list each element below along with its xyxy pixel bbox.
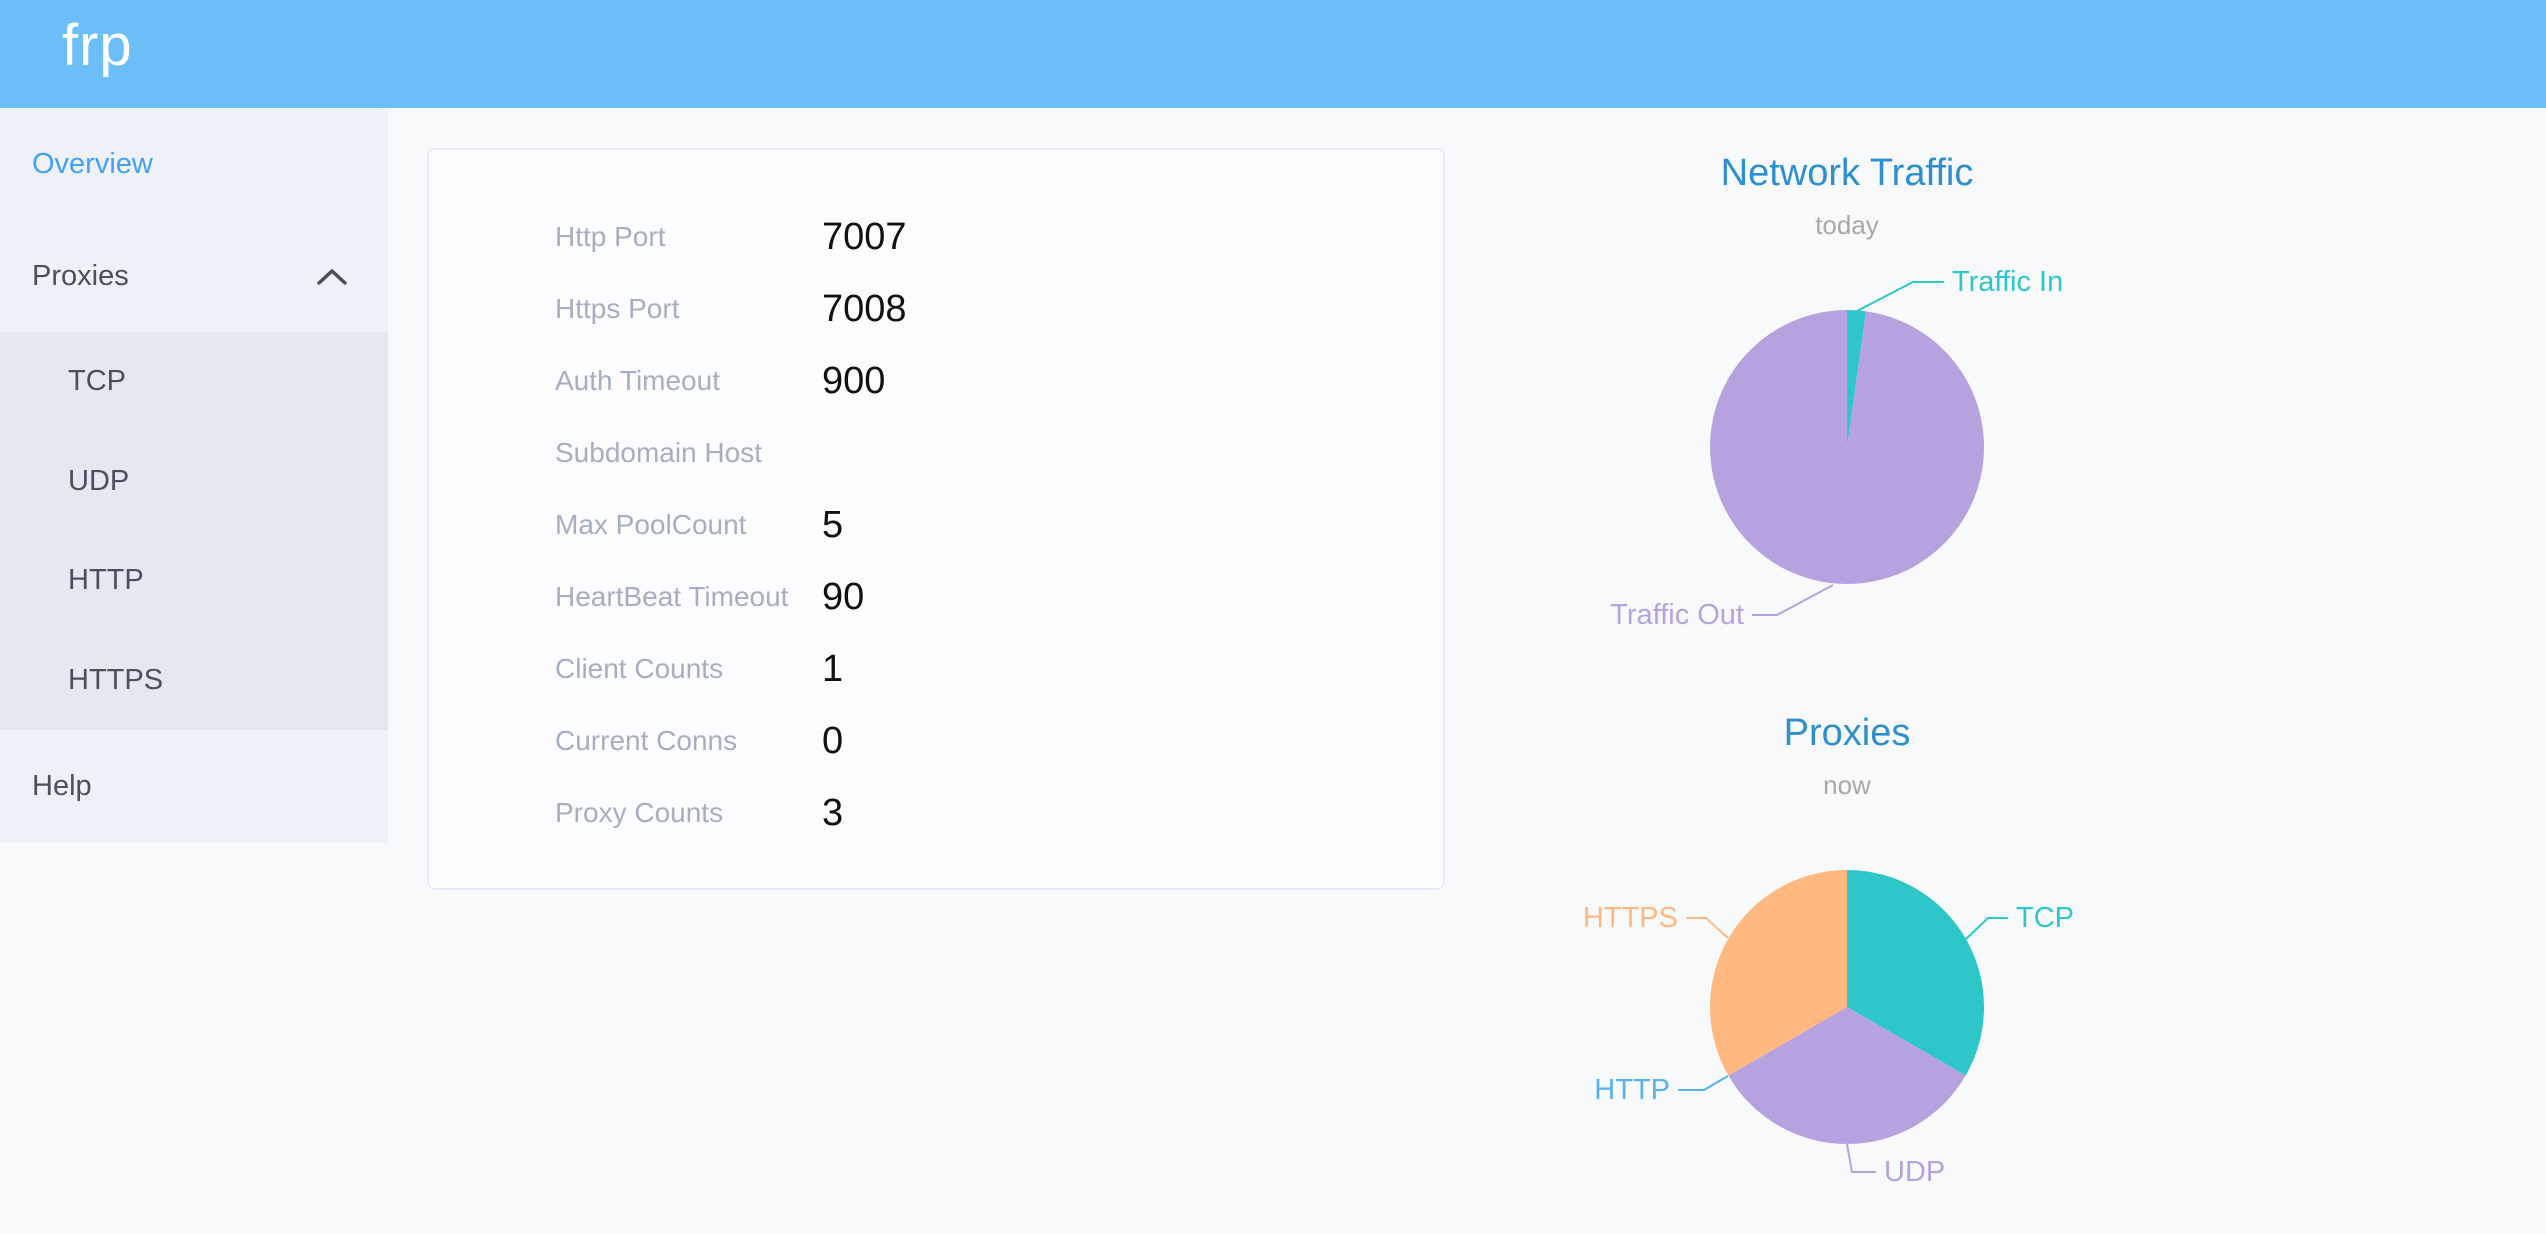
sidebar-item-udp[interactable]: UDP xyxy=(0,432,388,532)
pie-label-https: HTTPS xyxy=(1583,902,1678,934)
sidebar-item-tcp-label: TCP xyxy=(68,365,126,398)
pie-slice-traffic-in[interactable] xyxy=(1847,310,1867,447)
pie-label-traffic-in: Traffic In xyxy=(1952,266,2063,298)
proxies-submenu: TCP UDP HTTP HTTPS xyxy=(0,332,388,730)
app-header: frp xyxy=(0,0,2546,108)
sidebar-item-help-label: Help xyxy=(32,770,92,802)
chart-title: Network Traffic xyxy=(1720,152,1974,194)
sidebar-item-http-label: HTTP xyxy=(68,564,144,597)
pie-label-traffic-out: Traffic Out xyxy=(1610,599,1744,631)
pie-slice-traffic-out[interactable] xyxy=(1710,310,1985,584)
row-value: 1 xyxy=(822,647,844,690)
row-label: Http Port xyxy=(555,221,666,252)
server-info-card: Http Port 7007 Https Port 7008 Auth Time… xyxy=(427,148,1445,890)
pie-label-tcp: TCP xyxy=(2016,902,2074,934)
row-label: Proxy Counts xyxy=(555,797,724,828)
table-row: Current Conns 0 xyxy=(429,705,1443,777)
chart-title: Proxies xyxy=(1783,712,1911,754)
row-label: Max PoolCount xyxy=(555,509,747,540)
app-logo: frp xyxy=(62,13,133,78)
table-row: Https Port 7008 xyxy=(429,273,1443,345)
sidebar-item-http[interactable]: HTTP xyxy=(0,531,388,631)
row-label: HeartBeat Timeout xyxy=(555,581,789,612)
row-value: 0 xyxy=(822,719,844,762)
pie-label-udp: UDP xyxy=(1884,1156,1945,1188)
table-row: Max PoolCount 5 xyxy=(429,489,1443,561)
table-row: Http Port 7007 xyxy=(429,201,1443,273)
row-label: Current Conns xyxy=(555,725,738,756)
chart-subtitle: now xyxy=(1823,770,1871,800)
row-label: Subdomain Host xyxy=(555,437,763,468)
sidebar-item-https-label: HTTPS xyxy=(68,663,164,696)
proxies-chart: Proxies now TCP HTTPS HTTP UDP xyxy=(1547,710,2147,1234)
row-label: Https Port xyxy=(555,293,680,324)
sidebar-item-overview[interactable]: Overview xyxy=(0,108,388,220)
table-row: Subdomain Host xyxy=(429,417,1443,489)
sidebar-item-proxies-label: Proxies xyxy=(32,259,129,292)
table-row: Client Counts 1 xyxy=(429,633,1443,705)
sidebar: Overview Proxies TCP UDP HTTP HTTPS Help xyxy=(0,108,388,843)
sidebar-item-udp-label: UDP xyxy=(68,464,130,497)
pie-slice-tcp[interactable] xyxy=(1847,870,1985,1076)
network-traffic-chart: Network Traffic today Traffic In Traffic… xyxy=(1547,150,2147,670)
chevron-up-icon[interactable] xyxy=(316,268,348,286)
row-value: 5 xyxy=(822,503,844,546)
sidebar-item-help[interactable]: Help xyxy=(0,730,388,843)
row-label: Auth Timeout xyxy=(555,365,720,396)
row-label: Client Counts xyxy=(555,653,724,684)
row-value: 7008 xyxy=(822,287,907,330)
table-row: Proxy Counts 3 xyxy=(429,777,1443,849)
row-value: 7007 xyxy=(822,215,907,258)
label-line-tcp xyxy=(1965,917,2008,940)
row-value: 90 xyxy=(822,575,865,618)
table-row: Auth Timeout 900 xyxy=(429,345,1443,417)
row-value: 900 xyxy=(822,359,886,402)
row-value: 3 xyxy=(822,791,844,834)
sidebar-item-https[interactable]: HTTPS xyxy=(0,631,388,731)
label-line-udp xyxy=(1846,1143,1876,1173)
sidebar-item-overview-label: Overview xyxy=(32,147,153,180)
label-line-http xyxy=(1678,1075,1729,1091)
label-line-https xyxy=(1686,917,1729,939)
chart-subtitle: today xyxy=(1815,210,1879,240)
pie-slice-udp[interactable] xyxy=(1728,1007,1966,1145)
label-line-traffic-out xyxy=(1752,584,1834,616)
label-line-traffic-in xyxy=(1856,281,1944,312)
sidebar-item-tcp[interactable]: TCP xyxy=(0,332,388,432)
pie-slice-https[interactable] xyxy=(1709,870,1847,1076)
table-row: HeartBeat Timeout 90 xyxy=(429,561,1443,633)
sidebar-item-proxies[interactable]: Proxies xyxy=(0,220,388,332)
pie-label-http: HTTP xyxy=(1594,1074,1670,1106)
